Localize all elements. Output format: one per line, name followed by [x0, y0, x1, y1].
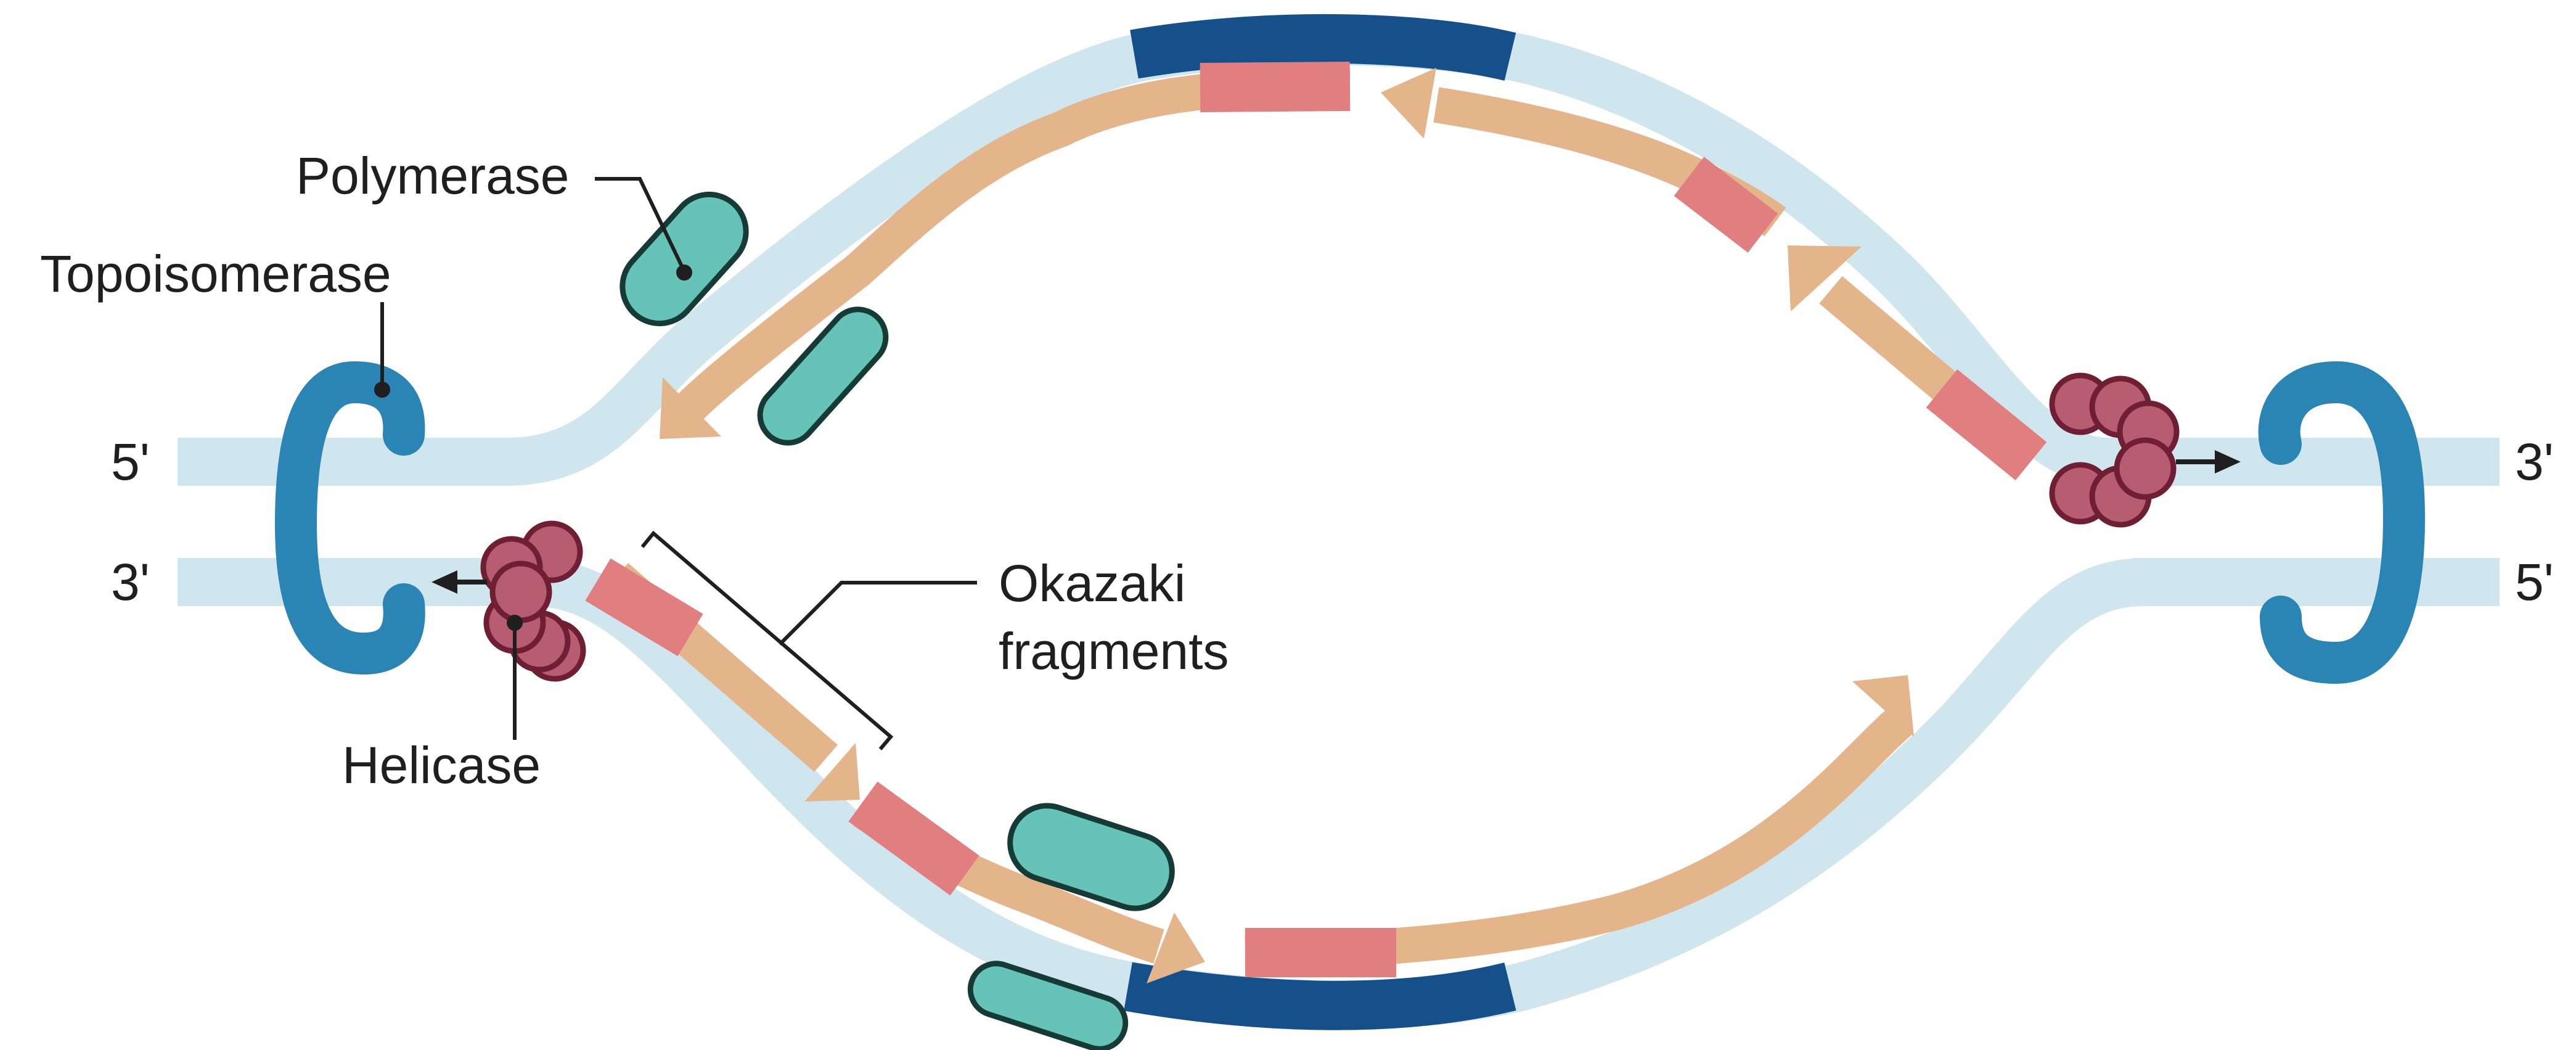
helicase-left-bead-6 [489, 560, 552, 623]
primer-lower-left-2 [848, 781, 979, 896]
arrow-heads [660, 68, 1914, 983]
dark-segments [1124, 14, 1516, 1030]
polymerase-upper-a [619, 191, 749, 327]
arrowhead-lower-right [1852, 675, 1914, 737]
strand-end-right-top: 3' [2515, 433, 2554, 491]
labels: Polymerase Topoisomerase Helicase Okazak… [40, 147, 2554, 794]
arrowhead-lower-left-2 [1147, 913, 1205, 983]
arrowhead-upper-right-2 [1788, 245, 1862, 311]
strand-end-left-top: 5' [111, 433, 150, 491]
helicase-right-arrow-head [2215, 450, 2241, 474]
primer-upper-right [1674, 157, 1778, 253]
topoisomerase-right-shape [2258, 361, 2426, 684]
okazaki-leader [778, 581, 977, 646]
lower-right-new-strand [1245, 702, 1914, 970]
arrowhead-upper-right [1381, 68, 1436, 139]
topoisomerase-left [274, 361, 425, 675]
primer-right-lower [1926, 369, 2047, 481]
primer-lower-left [585, 558, 703, 657]
helicase-label: Helicase [342, 736, 541, 794]
polymerases [619, 191, 1175, 1050]
leader-lines [374, 177, 977, 750]
helicase-left-arrow-head [431, 570, 457, 594]
okazaki-label-line1: Okazaki [999, 554, 1185, 612]
polymerase-upper-b [757, 306, 889, 446]
polymerase-leader [595, 177, 686, 273]
polymerase-lower-b [967, 961, 1129, 1050]
strand-end-left-bottom: 3' [111, 553, 150, 611]
helicase-left [480, 520, 586, 682]
dark-segment-top [1130, 14, 1516, 81]
polymerase-label: Polymerase [296, 147, 570, 205]
polymerase-leader-dot [676, 265, 692, 281]
helicase-right [2049, 372, 2180, 528]
primers [585, 62, 2047, 977]
helicase-arrows [431, 450, 2241, 594]
topoisomerase-left-shape [274, 361, 425, 675]
helicase-leader-dot [507, 615, 523, 631]
topoisomerase-right [2258, 361, 2426, 684]
arrowhead-upper-left [660, 377, 721, 439]
helicase-right-bead-6 [2114, 437, 2177, 500]
polymerase-lower-a [1007, 803, 1175, 911]
topoisomerase-leader-dot [374, 382, 390, 398]
strand-end-right-bottom: 5' [2515, 553, 2554, 611]
dark-segment-bottom [1124, 962, 1516, 1030]
topoisomerase-label: Topoisomerase [40, 245, 391, 303]
arrowhead-lower-left-1 [804, 743, 860, 802]
primer-top-center [1200, 62, 1351, 112]
okazaki-label-line2: fragments [999, 622, 1229, 680]
okazaki-bracket [640, 530, 894, 750]
